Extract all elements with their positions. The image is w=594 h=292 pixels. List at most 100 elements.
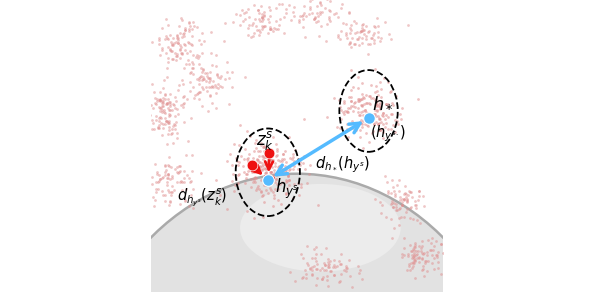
Point <box>245 161 255 166</box>
Point <box>253 7 263 12</box>
Point <box>244 15 254 19</box>
Point <box>401 192 410 197</box>
Point <box>273 164 283 169</box>
Point <box>242 157 252 162</box>
Point <box>369 24 379 28</box>
Point <box>429 267 438 272</box>
Point <box>341 21 350 26</box>
Point <box>317 277 327 281</box>
Point <box>378 110 388 115</box>
Point <box>181 28 190 32</box>
Point <box>348 126 358 131</box>
Point <box>390 194 400 199</box>
Point <box>413 251 422 256</box>
Point <box>179 168 189 173</box>
Point <box>260 199 269 204</box>
Point <box>138 106 148 111</box>
Point <box>352 29 362 34</box>
Point <box>165 112 174 117</box>
Point <box>150 95 160 100</box>
Point <box>364 119 374 123</box>
Point <box>160 110 170 115</box>
Point <box>200 71 210 76</box>
Point <box>355 98 364 102</box>
Point <box>256 143 266 148</box>
Point <box>298 256 308 260</box>
Point <box>266 177 276 182</box>
Point <box>298 13 308 17</box>
Point <box>153 97 162 101</box>
Point <box>277 157 286 161</box>
Point <box>222 70 232 74</box>
Point <box>246 35 255 40</box>
Point <box>407 190 416 194</box>
Point <box>198 86 207 91</box>
Point <box>409 247 418 252</box>
Point <box>160 116 170 120</box>
Point <box>179 120 189 125</box>
Point <box>409 260 418 265</box>
Point <box>194 62 204 67</box>
Point <box>261 145 270 150</box>
Point <box>293 167 303 171</box>
Point <box>408 264 418 269</box>
Point <box>156 97 165 101</box>
Point <box>191 93 200 97</box>
Point <box>144 119 154 124</box>
Point <box>312 276 322 281</box>
Point <box>261 187 270 192</box>
Point <box>157 101 167 106</box>
Point <box>170 95 180 99</box>
Point <box>298 161 308 165</box>
Point <box>314 19 323 24</box>
Point <box>151 118 161 123</box>
Point <box>150 197 160 202</box>
Point <box>240 170 249 175</box>
Point <box>315 1 325 6</box>
Point <box>290 278 299 283</box>
Point <box>407 266 417 270</box>
Point <box>373 92 383 97</box>
Point <box>251 161 260 166</box>
Point <box>364 111 373 116</box>
Point <box>265 24 274 29</box>
Point <box>355 30 365 34</box>
Point <box>427 253 437 258</box>
Point <box>156 90 165 94</box>
Point <box>432 254 441 259</box>
Point <box>282 186 292 191</box>
Point <box>159 126 168 131</box>
Point <box>397 203 406 207</box>
Point <box>384 127 393 131</box>
Point <box>410 245 420 249</box>
Point <box>409 244 419 249</box>
Point <box>205 94 214 99</box>
Point <box>163 120 173 124</box>
Point <box>358 146 368 150</box>
Point <box>253 183 263 188</box>
Point <box>269 193 279 197</box>
Point <box>257 140 266 145</box>
Point <box>265 27 274 32</box>
Point <box>167 176 176 181</box>
Point <box>417 251 426 256</box>
Point <box>394 178 404 182</box>
Point <box>170 103 179 107</box>
Point <box>202 74 211 79</box>
Point <box>334 15 343 19</box>
Point <box>261 163 270 168</box>
Point <box>263 174 272 179</box>
Point <box>318 274 328 279</box>
Point <box>383 105 393 110</box>
Point <box>170 113 179 118</box>
Point <box>179 102 188 106</box>
Point <box>188 20 197 25</box>
Point <box>432 252 441 257</box>
Point <box>278 166 287 171</box>
Point <box>403 253 413 258</box>
Point <box>244 23 254 27</box>
Point <box>387 201 396 206</box>
Point <box>264 151 274 156</box>
Point <box>330 258 339 263</box>
Point <box>157 48 167 52</box>
